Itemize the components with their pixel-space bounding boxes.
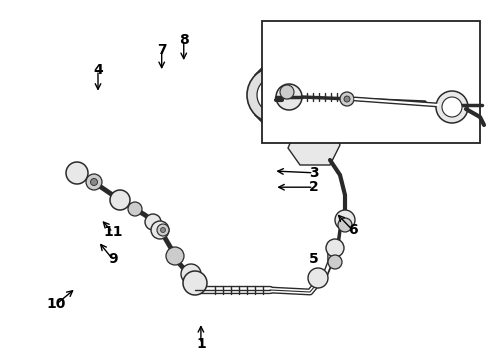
Circle shape <box>372 69 377 75</box>
Circle shape <box>328 255 342 269</box>
Circle shape <box>161 228 166 233</box>
Circle shape <box>340 92 354 106</box>
Circle shape <box>347 69 352 75</box>
Circle shape <box>345 67 355 77</box>
Circle shape <box>338 218 352 232</box>
Circle shape <box>372 109 377 114</box>
Circle shape <box>307 45 314 51</box>
Circle shape <box>91 179 98 185</box>
Circle shape <box>347 109 352 114</box>
Polygon shape <box>262 65 338 125</box>
Text: 5: 5 <box>309 252 318 266</box>
Text: 10: 10 <box>47 297 66 311</box>
Text: 2: 2 <box>309 180 318 194</box>
Circle shape <box>257 77 293 113</box>
Circle shape <box>344 96 350 102</box>
Circle shape <box>267 87 283 103</box>
Circle shape <box>280 85 294 99</box>
Circle shape <box>110 190 130 210</box>
Text: 8: 8 <box>179 33 189 47</box>
Circle shape <box>86 174 102 190</box>
Circle shape <box>276 84 302 110</box>
Circle shape <box>436 91 468 123</box>
Circle shape <box>151 221 169 239</box>
Text: 6: 6 <box>348 224 358 237</box>
Circle shape <box>326 239 344 257</box>
Circle shape <box>335 210 355 230</box>
Polygon shape <box>340 60 383 120</box>
Text: 4: 4 <box>93 63 103 77</box>
Polygon shape <box>255 60 345 130</box>
Circle shape <box>247 67 303 123</box>
Circle shape <box>308 268 328 288</box>
Circle shape <box>442 97 462 117</box>
Text: 7: 7 <box>157 43 167 57</box>
Text: 3: 3 <box>309 166 318 180</box>
Text: 1: 1 <box>196 337 206 351</box>
Circle shape <box>370 67 380 77</box>
Circle shape <box>128 202 142 216</box>
Bar <box>262 21 480 143</box>
Circle shape <box>181 264 201 284</box>
Circle shape <box>370 107 380 117</box>
Text: 11: 11 <box>103 225 122 239</box>
Circle shape <box>145 214 161 230</box>
Circle shape <box>345 107 355 117</box>
Circle shape <box>66 162 88 184</box>
Circle shape <box>157 224 169 236</box>
Text: 9: 9 <box>108 252 118 266</box>
Circle shape <box>166 247 184 265</box>
Circle shape <box>183 271 207 295</box>
Polygon shape <box>288 120 340 165</box>
Circle shape <box>303 41 317 55</box>
